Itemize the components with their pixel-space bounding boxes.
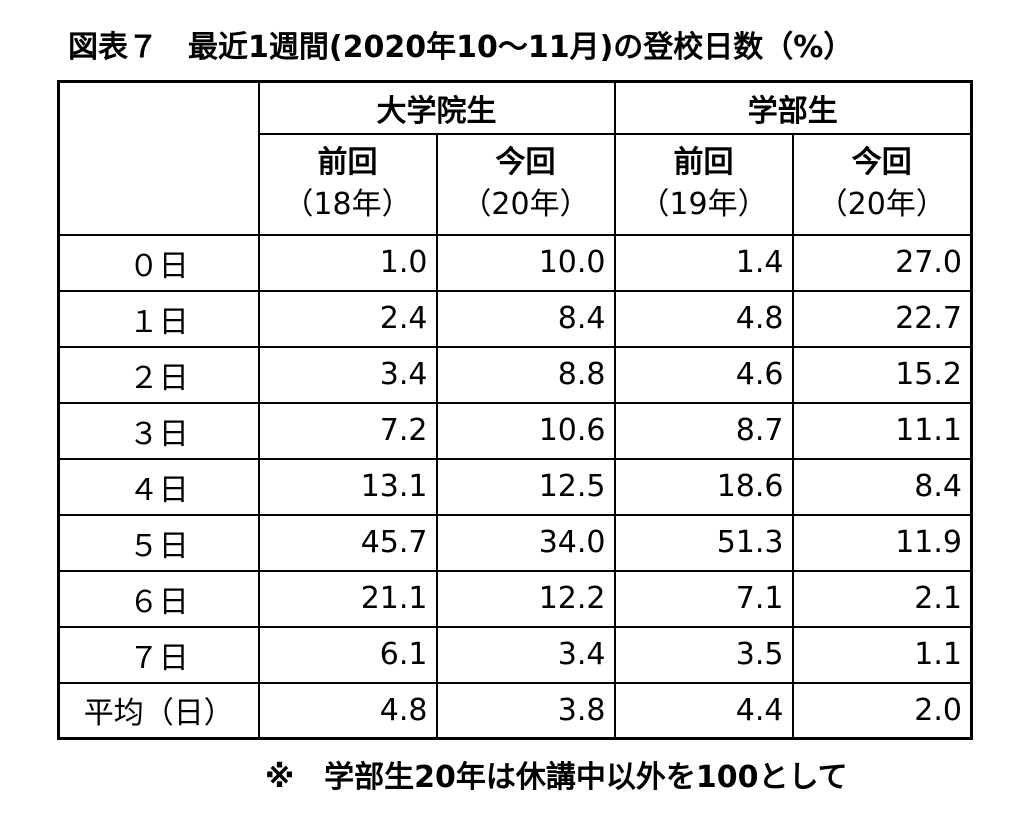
- row-label: ２日: [57, 345, 260, 404]
- cell: 10.6: [435, 401, 616, 460]
- cell: 21.1: [257, 569, 438, 628]
- row-label: １日: [57, 289, 260, 348]
- cell: 15.2: [791, 345, 973, 404]
- data-row: ７日 6.1 3.4 3.5 1.1: [57, 625, 973, 684]
- data-row: ０日 1.0 10.0 1.4 27.0: [57, 233, 973, 292]
- cell: 2.4: [257, 289, 438, 348]
- cell: 12.5: [435, 457, 616, 516]
- data-table: 大学院生 学部生 前回 （18年） 今回 （20年） 前回 （19年） 今回 （20年） ０日 1.0…: [57, 80, 973, 740]
- cell: 4.8: [257, 681, 438, 740]
- cell: 12.2: [435, 569, 616, 628]
- row-label: 平均（日）: [57, 681, 260, 740]
- row-label: ７日: [57, 625, 260, 684]
- header-row: 大学院生 学部生: [57, 80, 973, 236]
- column-label: 前回: [317, 145, 378, 180]
- cell: 7.1: [613, 569, 794, 628]
- data-row: ６日 21.1 12.2 7.1 2.1: [57, 569, 973, 628]
- cell: 18.6: [613, 457, 794, 516]
- cell: 3.4: [257, 345, 438, 404]
- column-label: 前回: [673, 145, 734, 180]
- cell: 3.5: [613, 625, 794, 684]
- cell: 8.7: [613, 401, 794, 460]
- column-header: 前回 （19年）: [613, 132, 794, 236]
- data-row: １日 2.4 8.4 4.8 22.7: [57, 289, 973, 348]
- column-header: 前回 （18年）: [257, 132, 438, 236]
- column-label: 今回: [495, 145, 556, 180]
- row-label: ０日: [57, 233, 260, 292]
- column-header: 今回 （20年）: [435, 132, 616, 236]
- cell: 22.7: [791, 289, 973, 348]
- row-label: ３日: [57, 401, 260, 460]
- cell: 3.4: [435, 625, 616, 684]
- cell: 1.4: [613, 233, 794, 292]
- row-label: ６日: [57, 569, 260, 628]
- cell: 1.0: [257, 233, 438, 292]
- cell: 3.8: [435, 681, 616, 740]
- data-row: 平均（日） 4.8 3.8 4.4 2.0: [57, 681, 973, 740]
- group-header: 大学院生: [257, 80, 616, 135]
- title: 図表７ 最近1週間(2020年10～11月)の登校日数（%）: [68, 30, 854, 65]
- corner-cell: [57, 80, 260, 236]
- group-header: 学部生: [613, 80, 973, 135]
- row-label: ４日: [57, 457, 260, 516]
- cell: 8.8: [435, 345, 616, 404]
- data-row: ４日 13.1 12.5 18.6 8.4: [57, 457, 973, 516]
- cell: 2.0: [791, 681, 973, 740]
- header-row: 前回 （18年） 今回 （20年） 前回 （19年） 今回 （20年）: [59, 132, 973, 236]
- cell: 11.9: [791, 513, 973, 572]
- column-header: 今回 （20年）: [791, 132, 973, 236]
- cell: 11.1: [791, 401, 973, 460]
- column-label: 今回: [851, 145, 912, 180]
- column-year: （20年）: [461, 187, 590, 222]
- cell: 6.1: [257, 625, 438, 684]
- cell: 7.2: [257, 401, 438, 460]
- cell: 4.6: [613, 345, 794, 404]
- data-row: ３日 7.2 10.6 8.7 11.1: [57, 401, 973, 460]
- data-row: ５日 45.7 34.0 51.3 11.9: [57, 513, 973, 572]
- cell: 45.7: [257, 513, 438, 572]
- cell: 1.1: [791, 625, 973, 684]
- column-year: （18年）: [283, 187, 412, 222]
- cell: 10.0: [435, 233, 616, 292]
- cell: 8.4: [435, 289, 616, 348]
- data-row: ２日 3.4 8.8 4.6 15.2: [57, 345, 973, 404]
- cell: 8.4: [791, 457, 973, 516]
- cell: 27.0: [791, 233, 973, 292]
- row-label: ５日: [57, 513, 260, 572]
- note: ※ 学部生20年は休講中以外を100として: [265, 760, 848, 795]
- cell: 4.4: [613, 681, 794, 740]
- cell: 13.1: [257, 457, 438, 516]
- cell: 34.0: [435, 513, 616, 572]
- cell: 2.1: [791, 569, 973, 628]
- cell: 4.8: [613, 289, 794, 348]
- column-year: （19年）: [639, 187, 768, 222]
- column-year: （20年）: [817, 187, 946, 222]
- cell: 51.3: [613, 513, 794, 572]
